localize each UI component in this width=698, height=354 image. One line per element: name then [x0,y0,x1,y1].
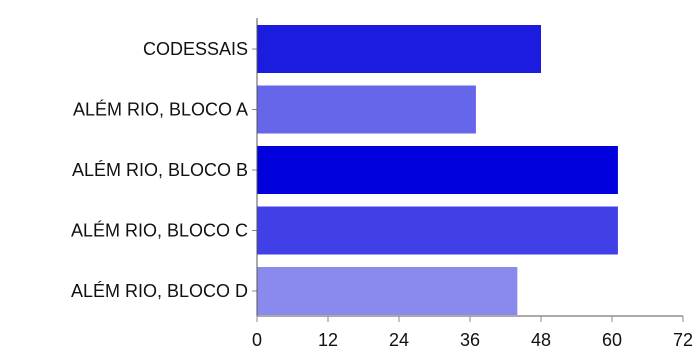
x-tick-label-2: 24 [389,330,409,350]
x-tick-label-1: 12 [318,330,338,350]
bar-0 [257,25,541,73]
category-label-4: ALÉM RIO, BLOCO D [71,281,248,301]
bar-4 [257,267,518,315]
bar-1 [257,85,476,134]
x-tick-label-0: 0 [252,330,262,350]
plot-area: CODESSAIS ALÉM RIO, BLOCO A ALÉM RIO, BLOC… [71,18,693,350]
x-tick-label-3: 36 [460,330,480,350]
category-label-2: ALÉM RIO, BLOCO B [72,160,248,180]
category-label-0: CODESSAIS [143,39,248,59]
category-label-1: ALÉM RIO, BLOCO A [73,100,248,120]
x-tick-label-5: 60 [602,330,622,350]
x-tick-label-6: 72 [673,330,693,350]
bar-3 [257,206,618,255]
category-label-3: ALÉM RIO, BLOCO C [71,221,248,241]
bar-2 [257,146,618,194]
x-tick-label-4: 48 [531,330,551,350]
